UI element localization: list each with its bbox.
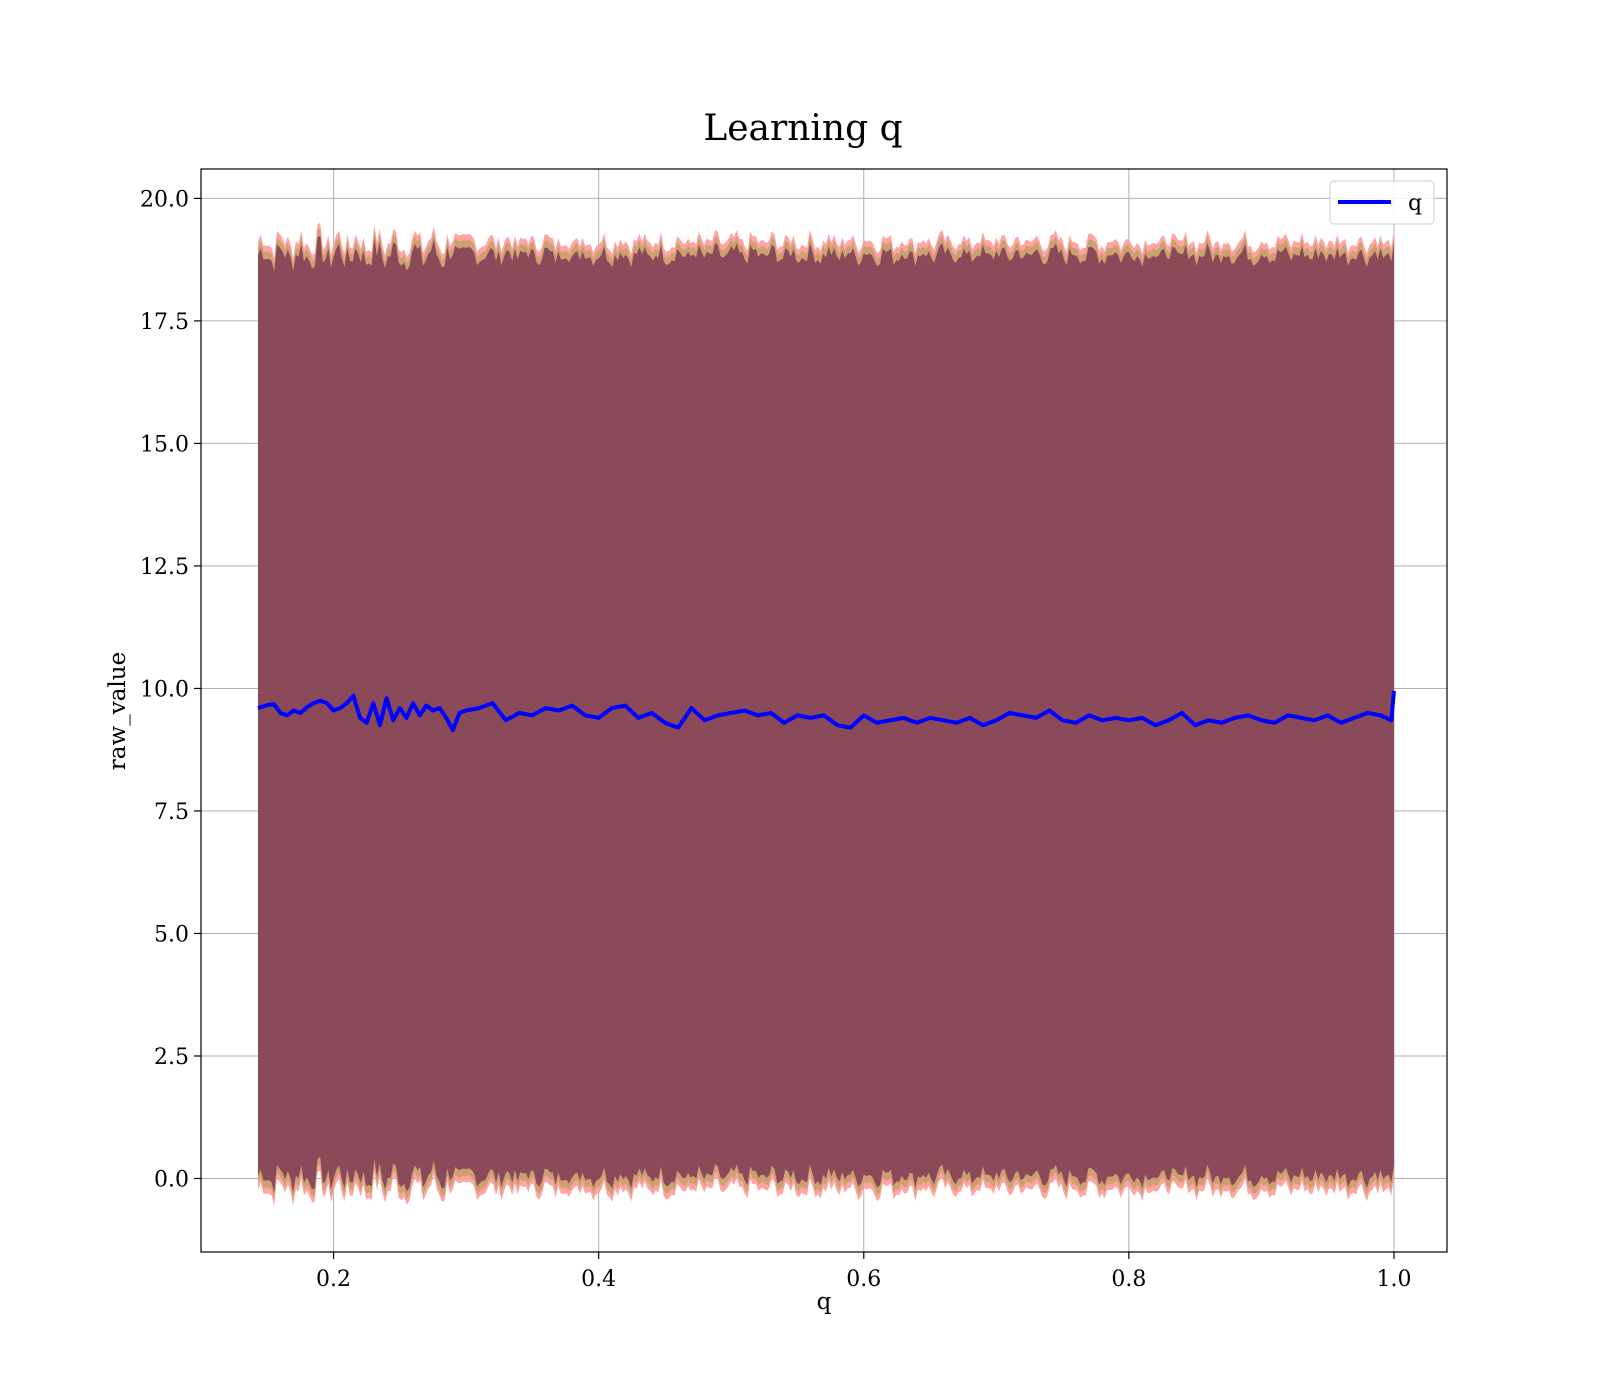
y-tick-label: 17.5: [140, 310, 189, 335]
y-tick-label: 12.5: [140, 555, 189, 580]
x-tick-label: 0.4: [581, 1267, 616, 1292]
x-tick-label: 0.6: [846, 1267, 881, 1292]
y-axis-ticks: 0.0 2.5 5.0 7.5 10.0 12.5 15.0 17.5 20.0: [140, 187, 201, 1192]
confidence-bands: [258, 222, 1394, 1206]
y-tick-label: 10.0: [140, 677, 189, 702]
y-tick-label: 2.5: [154, 1045, 189, 1070]
y-tick-label: 5.0: [154, 922, 189, 947]
x-tick-label: 0.2: [316, 1267, 351, 1292]
band-layer-2: [258, 235, 1394, 1193]
y-tick-label: 0.0: [154, 1167, 189, 1192]
legend: q: [1329, 180, 1435, 225]
legend-label-q: q: [1408, 191, 1422, 216]
x-tick-label: 1.0: [1376, 1267, 1411, 1292]
y-tick-label: 20.0: [140, 187, 189, 212]
y-axis-label: raw_value: [105, 652, 131, 770]
series-line-q: [257, 690, 1396, 733]
y-tick-label: 7.5: [154, 800, 189, 825]
x-axis-label: q: [817, 1289, 832, 1315]
x-axis-ticks: 0.2 0.4 0.6 0.8 1.0: [316, 1252, 1411, 1292]
plot-frame: [200, 168, 1448, 1253]
series-lines: [257, 690, 1396, 733]
y-tick-label: 15.0: [140, 432, 189, 457]
x-tick-label: 0.8: [1111, 1267, 1146, 1292]
chart-title: Learning q: [703, 108, 902, 149]
